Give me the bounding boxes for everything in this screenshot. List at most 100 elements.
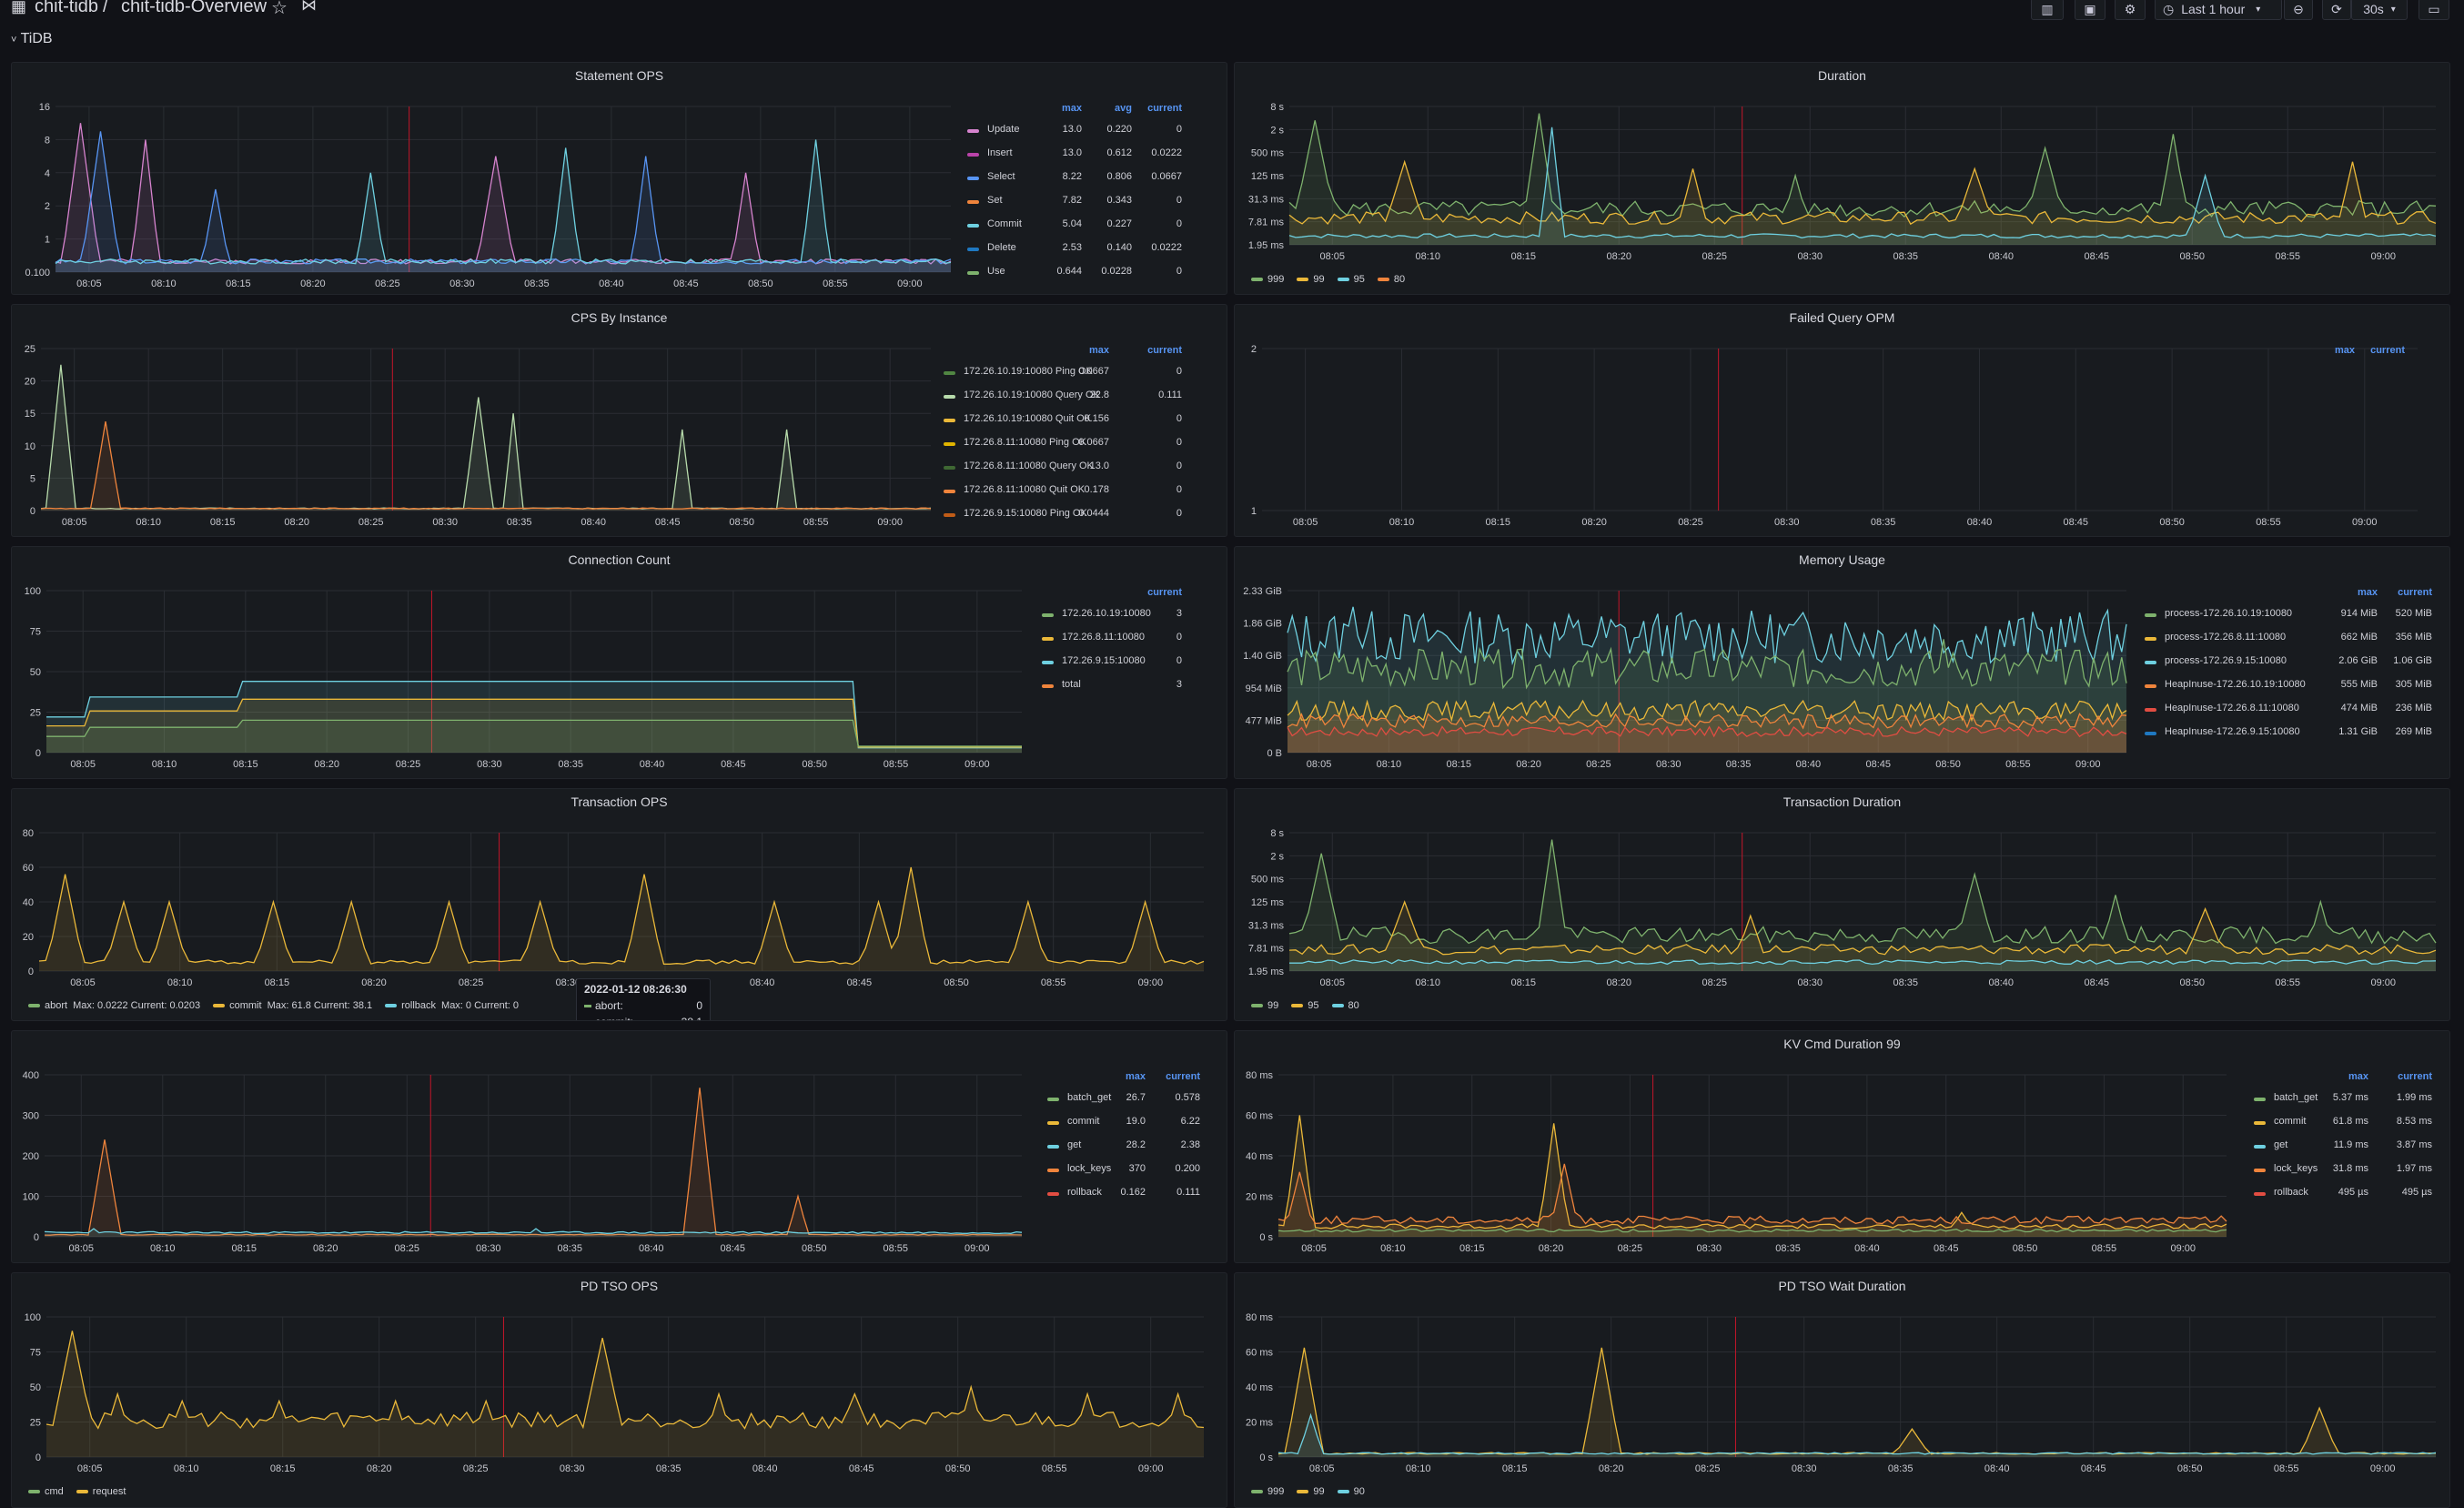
- legend-item[interactable]: Delete 2.53 0.140 0.0222: [967, 241, 1221, 259]
- legend-header-current[interactable]: current: [2398, 587, 2432, 598]
- tv-mode-button[interactable]: ▭: [2419, 0, 2449, 20]
- legend-item[interactable]: get 28.2 2.38: [1047, 1139, 1221, 1157]
- panel-kv-cmd-ops[interactable]: 400 300 200 100 0 08:05 08:10 08:15 08:20 08:25 08…: [11, 1030, 1227, 1263]
- legend-item[interactable]: 172.26.8.11:10080 Ping OK 0.0667 0: [944, 436, 1221, 454]
- legend-header-max[interactable]: max: [2334, 345, 2355, 356]
- legend-item[interactable]: total 3: [1042, 678, 1221, 696]
- legend-item[interactable]: rollback 0.162 0.111: [1047, 1186, 1221, 1204]
- legend-item[interactable]: process-172.26.9.15:10080 2.06 GiB 1.06 Gi…: [2145, 654, 2444, 673]
- panel-title[interactable]: Transaction OPS: [571, 794, 668, 809]
- panel-kv-cmd-duration-99[interactable]: KV Cmd Duration 99 80 ms 60 ms 40 ms 20 ms 0 …: [1234, 1030, 2450, 1263]
- legend-item[interactable]: Commit 5.04 0.227 0: [967, 218, 1221, 236]
- legend-item[interactable]: 90: [1337, 1486, 1365, 1497]
- panel-title[interactable]: PD TSO Wait Duration: [1778, 1279, 1906, 1293]
- panel-failed-query-opm[interactable]: Failed Query OPM 2 1 08:05 08:10 08:15 08:20 08…: [1234, 304, 2450, 537]
- legend-item[interactable]: commit Max: 61.8 Current: 38.1: [213, 1000, 372, 1011]
- legend-item[interactable]: Use 0.644 0.0228 0: [967, 265, 1221, 283]
- legend-header-max[interactable]: max: [2357, 587, 2378, 598]
- legend-item[interactable]: 172.26.8.11:10080 Query OK 13.0 0: [944, 460, 1221, 478]
- panel-statement-ops[interactable]: Statement OPS 16 8 4 2 1 0.100 08:05 08:10 08:15 0…: [11, 62, 1227, 295]
- legend-item[interactable]: process-172.26.8.11:10080 662 MiB 356 MiB: [2145, 631, 2444, 649]
- gear-icon[interactable]: ⚙: [2115, 0, 2146, 20]
- legend-item[interactable]: 999: [1251, 1486, 1284, 1497]
- legend-item[interactable]: cmd: [28, 1486, 64, 1497]
- legend-item[interactable]: Update 13.0 0.220 0: [967, 123, 1221, 141]
- panel-pd-tso-ops[interactable]: PD TSO OPS 100 75 50 25 0 08:05 08:10 08:15 08:20…: [11, 1272, 1227, 1508]
- panel-cps-by-instance[interactable]: CPS By Instance 25 20 15 10 5 0 08:05 08:10 08:15…: [11, 304, 1227, 537]
- panel-pd-tso-wait-duration[interactable]: PD TSO Wait Duration 80 ms 60 ms 40 ms 20 ms…: [1234, 1272, 2450, 1508]
- legend-header-current[interactable]: current: [1147, 103, 1182, 114]
- panel-title[interactable]: Failed Query OPM: [1789, 310, 1895, 325]
- panel-duration[interactable]: Duration 8 s 2 s 500 ms 125 ms 31.3 ms 7.81 ms…: [1234, 62, 2450, 295]
- panel-title[interactable]: Duration: [1818, 68, 1866, 83]
- panel-title[interactable]: Memory Usage: [1799, 552, 1885, 567]
- breadcrumb-dashboard[interactable]: chit-tidb-Overview: [121, 0, 268, 16]
- legend-item[interactable]: 80: [1331, 1000, 1359, 1011]
- legend-item[interactable]: 99: [1297, 1486, 1325, 1497]
- legend-item[interactable]: rollback Max: 0 Current: 0: [385, 1000, 519, 1011]
- legend-item[interactable]: batch_get 26.7 0.578: [1047, 1091, 1221, 1109]
- legend-item[interactable]: 172.26.9.15:10080 0: [1042, 654, 1221, 673]
- legend-item[interactable]: get 11.9 ms 3.87 ms: [2254, 1139, 2444, 1157]
- legend-item[interactable]: Select 8.22 0.806 0.0667: [967, 170, 1221, 188]
- legend-item[interactable]: 80: [1377, 274, 1405, 285]
- refresh-interval-picker[interactable]: 30s ▾: [2351, 0, 2408, 20]
- panel-transaction-duration[interactable]: Transaction Duration 8 s 2 s 500 ms 125 ms 31…: [1234, 788, 2450, 1021]
- legend-item[interactable]: 999: [1251, 274, 1284, 285]
- legend-header-current[interactable]: current: [2370, 345, 2405, 356]
- legend-item[interactable]: 172.26.10.19:10080 Quit OK 0.156 0: [944, 412, 1221, 430]
- panel-memory-usage[interactable]: Memory Usage 2.33 GiB 1.86 GiB 1.40 GiB 954 …: [1234, 546, 2450, 779]
- legend-item[interactable]: Set 7.82 0.343 0: [967, 194, 1221, 212]
- panel-transaction-ops[interactable]: Transaction OPS 80 60 40 20 0 08:05 08:10 08:15 0…: [11, 788, 1227, 1021]
- panel-title[interactable]: Connection Count: [568, 552, 671, 567]
- panel-title[interactable]: Transaction Duration: [1782, 794, 1902, 809]
- legend-item[interactable]: HeapInuse-172.26.8.11:10080 474 MiB 236 Mi…: [2145, 702, 2444, 720]
- legend-item[interactable]: lock_keys 31.8 ms 1.97 ms: [2254, 1162, 2444, 1180]
- save-icon[interactable]: ▣: [2075, 0, 2106, 20]
- legend-header-max[interactable]: max: [1125, 1071, 1146, 1082]
- legend-item[interactable]: Insert 13.0 0.612 0.0222: [967, 147, 1221, 165]
- apps-icon[interactable]: ▦: [11, 0, 27, 15]
- legend-item[interactable]: lock_keys 370 0.200: [1047, 1162, 1221, 1180]
- refresh-button[interactable]: ⟳: [2322, 0, 2351, 20]
- share-icon[interactable]: ⋈: [301, 0, 317, 14]
- legend-item[interactable]: 172.26.9.15:10080 Ping OK 0.0444 0: [944, 507, 1221, 525]
- panel-title[interactable]: KV Cmd Duration 99: [1783, 1037, 1901, 1051]
- legend-item[interactable]: 172.26.10.19:10080 3: [1042, 607, 1221, 625]
- legend-item[interactable]: 172.26.10.19:10080 Ping OK 0.0667 0: [944, 365, 1221, 383]
- legend-item[interactable]: commit 61.8 ms 8.53 ms: [2254, 1115, 2444, 1133]
- legend-header-current[interactable]: current: [2398, 1071, 2432, 1082]
- legend-item[interactable]: 95: [1291, 1000, 1319, 1011]
- legend-header-avg[interactable]: avg: [1115, 103, 1132, 114]
- row-header[interactable]: ˅ TiDB: [11, 31, 53, 47]
- legend-item[interactable]: HeapInuse-172.26.9.15:10080 1.31 GiB 269 M…: [2145, 725, 2444, 744]
- zoom-out-button[interactable]: ⊖: [2284, 0, 2313, 20]
- breadcrumb-folder[interactable]: chit-tidb: [35, 0, 99, 16]
- legend-item[interactable]: abort Max: 0.0222 Current: 0.0203: [28, 1000, 200, 1011]
- panel-title[interactable]: PD TSO OPS: [580, 1279, 659, 1293]
- legend-item[interactable]: rollback 495 µs 495 µs: [2254, 1186, 2444, 1204]
- legend-item[interactable]: request: [76, 1486, 126, 1497]
- legend-item[interactable]: 172.26.8.11:10080 0: [1042, 631, 1221, 649]
- legend-item[interactable]: HeapInuse-172.26.10.19:10080 555 MiB 305 M…: [2145, 678, 2444, 696]
- time-range-picker[interactable]: ◷ Last 1 hour ▾: [2155, 0, 2282, 20]
- add-panel-button[interactable]: ▥: [2031, 0, 2064, 20]
- legend-item[interactable]: commit 19.0 6.22: [1047, 1115, 1221, 1133]
- legend-header-max[interactable]: max: [1061, 103, 1082, 114]
- legend-header-current[interactable]: current: [1147, 345, 1182, 356]
- panel-title[interactable]: CPS By Instance: [571, 310, 668, 325]
- legend-item[interactable]: 95: [1337, 274, 1365, 285]
- legend-item[interactable]: 99: [1251, 1000, 1278, 1011]
- legend-header-current[interactable]: current: [1147, 587, 1182, 598]
- legend-header-max[interactable]: max: [2348, 1071, 2368, 1082]
- panel-title[interactable]: Statement OPS: [574, 68, 664, 83]
- panel-connection-count[interactable]: Connection Count 100 75 50 25 0 08:05 08:10 08:1…: [11, 546, 1227, 779]
- legend-item[interactable]: 99: [1297, 274, 1325, 285]
- legend-header-max[interactable]: max: [1088, 345, 1109, 356]
- legend-header-current[interactable]: current: [1166, 1071, 1200, 1082]
- star-icon[interactable]: ☆: [271, 0, 288, 18]
- legend-item[interactable]: batch_get 5.37 ms 1.99 ms: [2254, 1091, 2444, 1109]
- legend-item[interactable]: 172.26.8.11:10080 Quit OK 0.178 0: [944, 483, 1221, 501]
- legend-item[interactable]: 172.26.10.19:10080 Query OK 22.8 0.111: [944, 389, 1221, 407]
- legend-item[interactable]: process-172.26.10.19:10080 914 MiB 520 MiB: [2145, 607, 2444, 625]
